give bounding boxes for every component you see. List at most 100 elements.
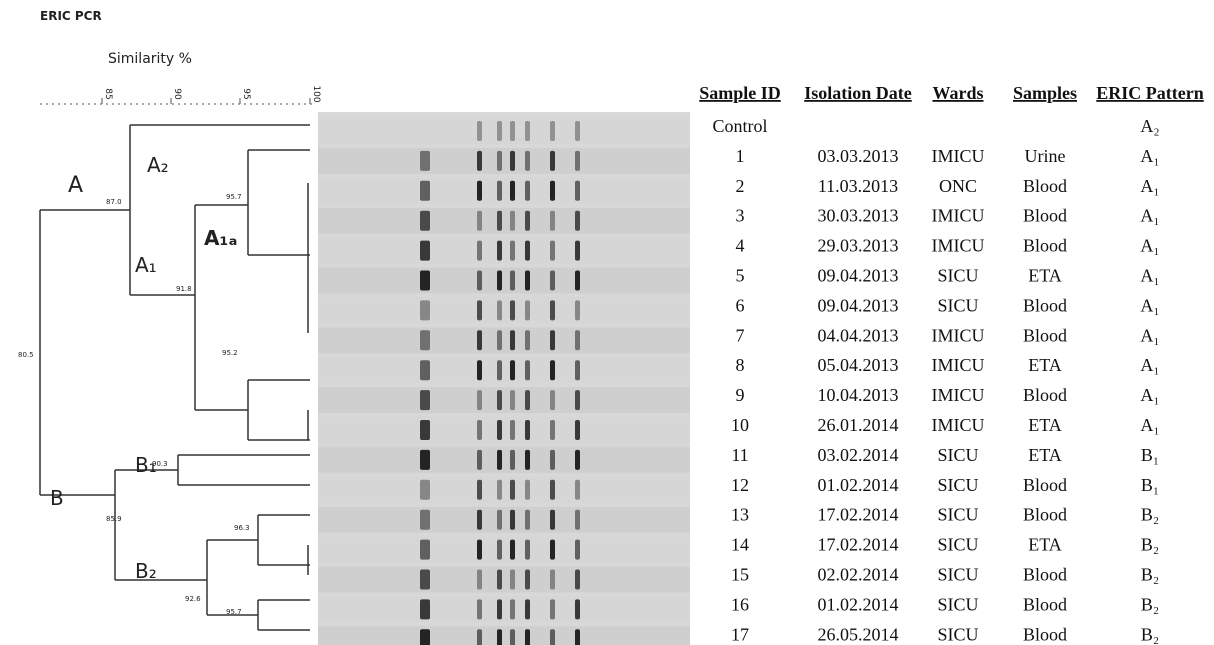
gel-band [420,510,430,530]
table-cell: A₁ [1140,236,1159,256]
gel-band [477,510,482,530]
table-header: Sample ID [699,83,781,103]
table-cell: 17.02.2014 [818,535,899,555]
table-cell: Blood [1023,325,1067,345]
table-cell: A₁ [1140,176,1159,196]
gel-band [575,300,580,320]
gel-band [550,570,555,590]
gel-band [550,330,555,350]
gel-lane [318,417,690,443]
gel-band [510,211,515,231]
gel-band [477,450,482,470]
gel-lane [318,626,690,645]
table-cell: 9 [736,385,745,405]
table-cell: A₁ [1140,266,1159,286]
figure: ERIC PCR Similarity % 859095100AA₂A₁A₁ₐB… [0,0,1214,645]
gel-band [575,510,580,530]
gel-band [497,510,502,530]
cluster-label: A [68,173,83,198]
gel-band [550,211,555,231]
gel-band [420,271,430,291]
gel-band [550,300,555,320]
scale-tick-label: 90 [172,88,182,100]
gel-band [477,599,482,619]
gel-band [497,241,502,261]
gel-band [420,300,430,320]
gel-band [497,420,502,440]
gel-band [525,570,530,590]
table-cell: A₁ [1140,385,1159,405]
gel-band [497,480,502,500]
table-cell: 10.04.2013 [818,385,899,405]
table-cell: A₂ [1140,116,1159,136]
gel-band [575,570,580,590]
gel-band [420,330,430,350]
table-cell: 02.02.2014 [818,565,899,585]
gel-band [550,360,555,380]
gel-band [510,570,515,590]
gel-band [525,151,530,171]
gel-band [525,480,530,500]
gel-band [497,360,502,380]
gel-band [525,241,530,261]
gel-band [525,211,530,231]
table-cell: SICU [937,445,978,465]
table-cell: SICU [937,565,978,585]
gel-band [510,450,515,470]
dendrogram [40,125,310,630]
gel-band [575,181,580,201]
table-cell: 14 [731,535,749,555]
table-cell: IMICU [932,146,985,166]
gel-band [420,420,430,440]
table-cell: Blood [1023,594,1067,614]
gel-band [497,181,502,201]
table-cell: 05.04.2013 [818,355,899,375]
table-cell: ETA [1028,535,1062,555]
title: ERIC PCR [40,9,102,23]
table-cell: Blood [1023,624,1067,644]
table-cell: 10 [731,415,749,435]
table-cell: 01.02.2014 [818,594,899,614]
gel-band [510,151,515,171]
gel-band [510,540,515,560]
table-cell: IMICU [932,355,985,375]
gel-band [550,420,555,440]
scale-tick-label: 100 [311,85,321,102]
gel-band [497,330,502,350]
table-cell: B₂ [1141,535,1159,555]
gel-band [420,241,430,261]
gel-lane [318,297,690,323]
gel-band [525,599,530,619]
gel-band [575,271,580,291]
gel-band [575,241,580,261]
table-cell: IMICU [932,236,985,256]
table-cell: 3 [736,206,745,226]
table-cell: 16 [731,594,749,614]
table-cell: Blood [1023,385,1067,405]
gel-lane [318,596,690,622]
table-cell: SICU [937,624,978,644]
gel-band [477,330,482,350]
node-value: 90.3 [152,460,168,468]
gel-band [420,540,430,560]
gel-band [510,480,515,500]
table-cell: ETA [1028,266,1062,286]
node-value: 87.0 [106,198,122,206]
gel-lane [318,507,690,533]
gel-band [550,480,555,500]
gel-band [497,211,502,231]
gel-band [477,211,482,231]
table-cell: SICU [937,295,978,315]
gel-lane [318,148,690,174]
gel-lane [318,178,690,204]
gel-band [525,540,530,560]
gel-band [497,540,502,560]
gel-band [477,390,482,410]
gel-band [497,450,502,470]
gel-band [420,450,430,470]
table-cell: IMICU [932,415,985,435]
gel-lane [318,357,690,383]
gel-band [420,570,430,590]
gel-band [525,390,530,410]
table-cell: B₂ [1141,565,1159,585]
